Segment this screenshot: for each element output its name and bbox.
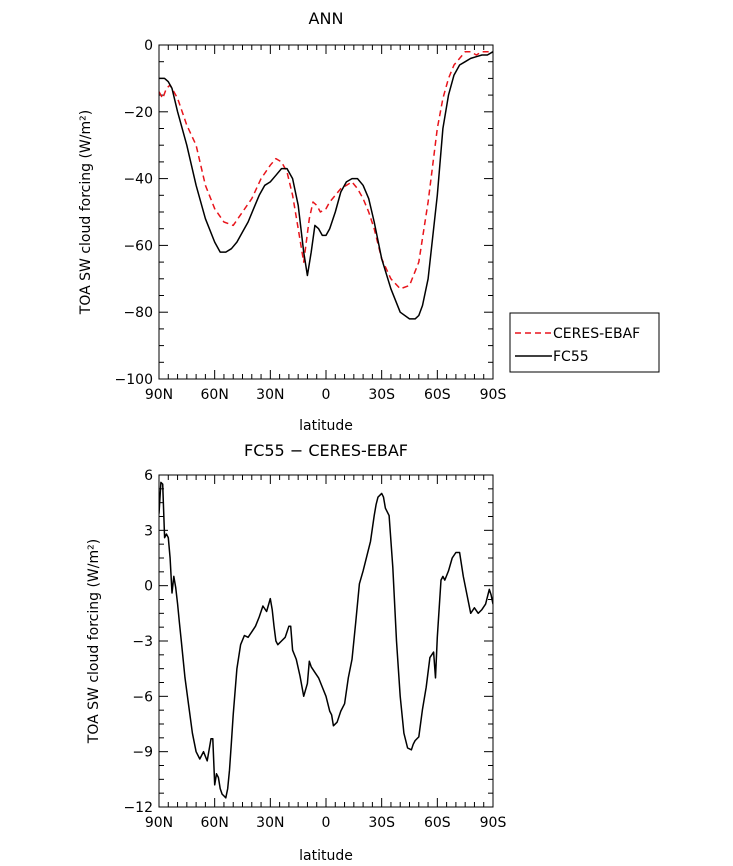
panel1-xtick-label: 90S xyxy=(480,387,507,403)
panel1-ticks: 90N 60N 30N 0 30S 60S 90S 0 −20 −40 −60 −80 −100 xyxy=(115,38,507,403)
panel2-xtick-label: 30N xyxy=(256,815,284,831)
panel2-title: FC55 − CERES-EBAF xyxy=(244,441,408,460)
panel2-xlabel: latitude xyxy=(299,848,353,864)
panel-difference: FC55 − CERES-EBAF 90N 60N 30N 0 30S 60S 90S 6 3 0… xyxy=(86,441,506,864)
panel1-line-fc55 xyxy=(159,51,493,320)
panel2-xtick-label: 0 xyxy=(322,815,331,831)
panel2-ytick-label: −9 xyxy=(132,745,153,761)
panel2-ticks: 90N 60N 30N 0 30S 60S 90S 6 3 0 −3 −6 −9 −12 xyxy=(123,468,506,831)
panel1-xtick-label: 0 xyxy=(322,387,331,403)
panel1-ytick-label: −60 xyxy=(123,238,153,254)
panel1-ytick-label: −80 xyxy=(123,305,153,321)
panel1-xtick-label: 90N xyxy=(145,387,173,403)
panel2-series xyxy=(159,481,493,799)
panel1-ytick-label: −20 xyxy=(123,105,153,121)
panel2-ytick-label: 0 xyxy=(144,579,153,595)
panel1-line-ceres-ebaf xyxy=(159,50,493,290)
legend: CERES-EBAF FC55 xyxy=(509,312,660,373)
panel-annual-mean: ANN 90N 60N 30N 0 30S 60S 90S 0 −20 −40 −60 −80 −100… xyxy=(78,9,660,434)
panel1-series xyxy=(159,50,493,320)
panel1-ylabel: TOA SW cloud forcing (W/m²) xyxy=(78,110,94,315)
panel2-frame xyxy=(158,474,494,808)
panel1-title: ANN xyxy=(309,9,344,28)
panel2-ytick-label: −6 xyxy=(132,689,153,705)
panel2-ytick-label: −3 xyxy=(132,634,153,650)
panel1-ytick-label: −100 xyxy=(115,372,153,388)
panel1-xtick-label: 30S xyxy=(368,387,395,403)
panel2-xtick-label: 60S xyxy=(424,815,451,831)
panel1-frame xyxy=(158,44,494,380)
legend-label-ceres: CERES-EBAF xyxy=(553,326,640,342)
panel2-ytick-label: −12 xyxy=(123,800,153,816)
panel1-ytick-label: −40 xyxy=(123,172,153,188)
panel2-xtick-label: 90S xyxy=(480,815,507,831)
panel1-xtick-label: 60N xyxy=(201,387,229,403)
panel1-xlabel: latitude xyxy=(299,418,353,434)
legend-label-fc55: FC55 xyxy=(553,349,589,365)
panel2-xtick-label: 90N xyxy=(145,815,173,831)
panel2-xtick-label: 30S xyxy=(368,815,395,831)
panel2-xtick-label: 60N xyxy=(201,815,229,831)
panel2-ylabel: TOA SW cloud forcing (W/m²) xyxy=(86,539,102,744)
panel1-xtick-label: 60S xyxy=(424,387,451,403)
panel2-line-difference xyxy=(159,481,493,799)
panel1-xtick-label: 30N xyxy=(256,387,284,403)
panel2-ytick-label: 3 xyxy=(144,523,153,539)
panel2-ytick-label: 6 xyxy=(144,468,153,484)
panel1-ytick-label: 0 xyxy=(144,38,153,54)
legend-box xyxy=(509,312,660,373)
